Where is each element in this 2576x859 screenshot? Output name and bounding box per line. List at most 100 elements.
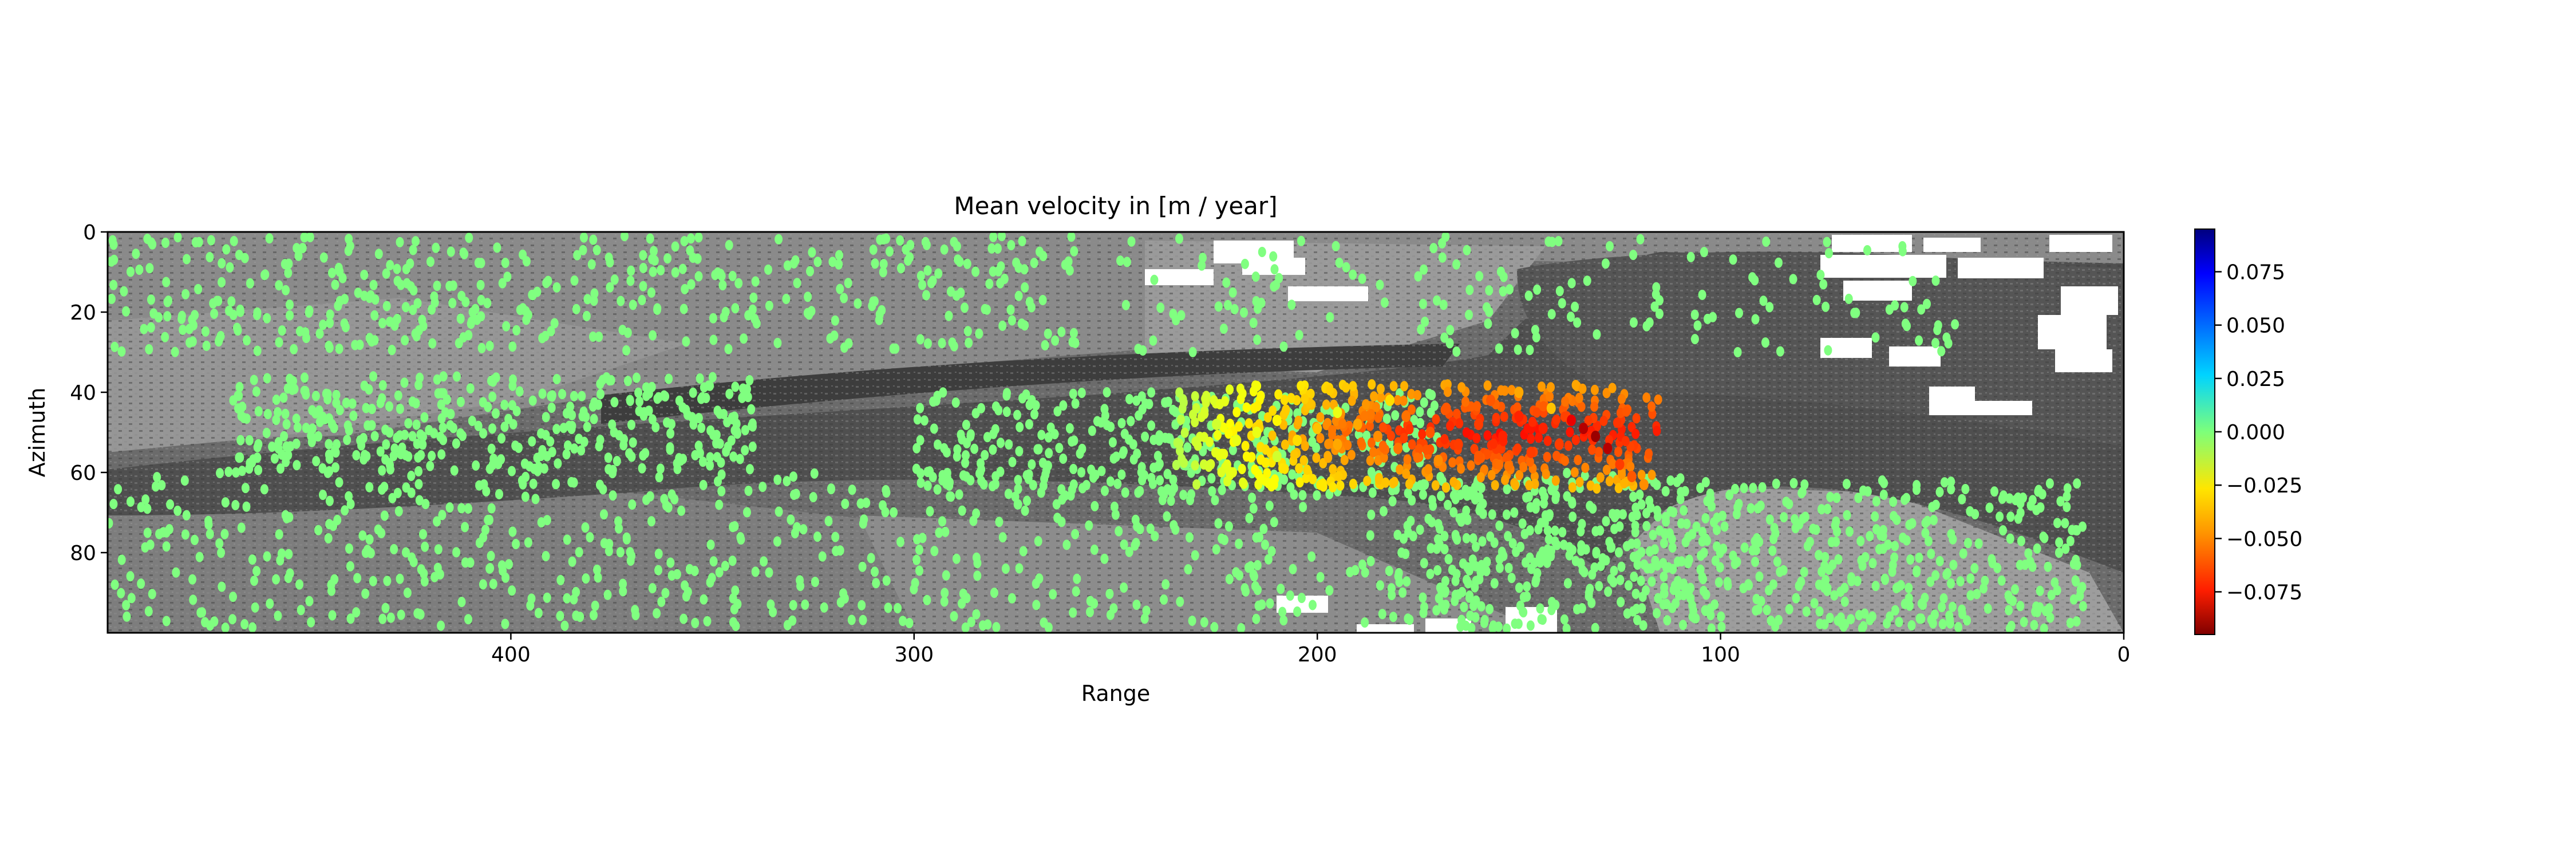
scatter-point (282, 285, 290, 295)
scatter-point (1616, 574, 1625, 585)
scatter-point (686, 245, 694, 256)
scatter-point (906, 252, 914, 263)
scatter-point (1374, 412, 1382, 423)
scatter-point (871, 566, 879, 577)
scatter-point (230, 236, 238, 246)
scatter-point (1997, 575, 2006, 586)
scatter-point (2068, 525, 2076, 535)
scatter-point (677, 455, 685, 466)
sar-background-image (108, 232, 2124, 633)
scatter-point (1125, 393, 1133, 404)
scatter-point (1583, 275, 1591, 286)
scatter-point (579, 245, 587, 255)
scatter-point (378, 465, 386, 476)
scatter-point (1120, 428, 1129, 439)
scatter-point (1818, 504, 1826, 515)
scatter-point (961, 622, 970, 633)
scatter-point (2072, 554, 2080, 565)
scatter-point (1033, 444, 1042, 455)
scatter-point (1963, 538, 1972, 549)
scatter-point (1077, 388, 1086, 398)
scatter-point (1725, 490, 1734, 501)
scatter-point (1472, 433, 1481, 444)
scatter-point (1900, 302, 1909, 313)
scatter-point (811, 577, 819, 588)
scatter-point (1548, 237, 1556, 247)
scatter-point (1698, 572, 1706, 582)
scatter-point (426, 460, 434, 471)
scatter-point (606, 282, 614, 293)
scatter-point (402, 278, 411, 289)
scatter-point (280, 431, 289, 442)
scatter-point (1531, 479, 1539, 489)
scatter-point (484, 515, 492, 525)
scatter-point (401, 335, 409, 346)
scatter-point (993, 243, 1002, 254)
scatter-point (923, 467, 932, 478)
scatter-point (1382, 413, 1391, 424)
scatter-point (1523, 591, 1531, 602)
scatter-point (314, 431, 322, 442)
scatter-point (319, 252, 328, 263)
scatter-point (681, 283, 689, 294)
scatter-point (1701, 513, 1710, 523)
scatter-point (666, 557, 675, 568)
scatter-point (452, 438, 460, 449)
scatter-point (1607, 574, 1615, 585)
scatter-point (1585, 591, 1593, 602)
scatter-point (832, 546, 840, 557)
scatter-point (671, 267, 679, 278)
scatter-point (147, 322, 155, 333)
scatter-point (1301, 440, 1309, 451)
scatter-point (1660, 571, 1668, 582)
scatter-point (437, 449, 446, 460)
scatter-point (1872, 496, 1880, 507)
scatter-point (1866, 531, 1874, 542)
scatter-point (1525, 480, 1534, 491)
scatter-point (1554, 236, 1563, 247)
scatter-point (286, 373, 294, 384)
scatter-point (1816, 618, 1824, 629)
scatter-point (1698, 527, 1707, 537)
scatter-point (1183, 442, 1192, 453)
scatter-point (1349, 479, 1357, 489)
scatter-point (365, 482, 374, 492)
scatter-point (467, 318, 475, 329)
nodata-patches (1145, 235, 2118, 633)
y-axis-label: Azimuth (25, 388, 50, 478)
scatter-point (1854, 492, 1863, 503)
scatter-point (1527, 434, 1535, 444)
scatter-point (1908, 518, 1917, 529)
scatter-point (497, 560, 506, 571)
scatter-point (1923, 298, 1931, 309)
scatter-point (195, 237, 203, 247)
scatter-point (456, 428, 465, 439)
scatter-point (324, 533, 333, 543)
scatter-point (1717, 611, 1725, 622)
scatter-point (524, 537, 532, 548)
scatter-point (1440, 531, 1449, 542)
scatter-point (397, 449, 405, 459)
scatter-point (297, 605, 305, 616)
scatter-point (867, 553, 875, 564)
scatter-point (1674, 590, 1683, 601)
scatter-point (690, 566, 699, 576)
scatter-point (661, 391, 670, 402)
scatter-point (700, 594, 708, 605)
scatter-point (1127, 416, 1135, 427)
scatter-point (428, 451, 436, 462)
scatter-point (485, 341, 494, 351)
scatter-point (902, 244, 910, 255)
scatter-point (1714, 577, 1723, 588)
scatter-point (1503, 484, 1511, 495)
scatter-point (595, 332, 603, 342)
scatter-point (1069, 607, 1077, 618)
scatter-point (143, 503, 152, 514)
scatter-point (558, 389, 567, 400)
scatter-point (2078, 582, 2087, 593)
scatter-point (181, 289, 190, 300)
scatter-point (709, 556, 718, 567)
scatter-point (1251, 271, 1260, 282)
scatter-point (921, 237, 930, 247)
scatter-point (664, 502, 673, 513)
